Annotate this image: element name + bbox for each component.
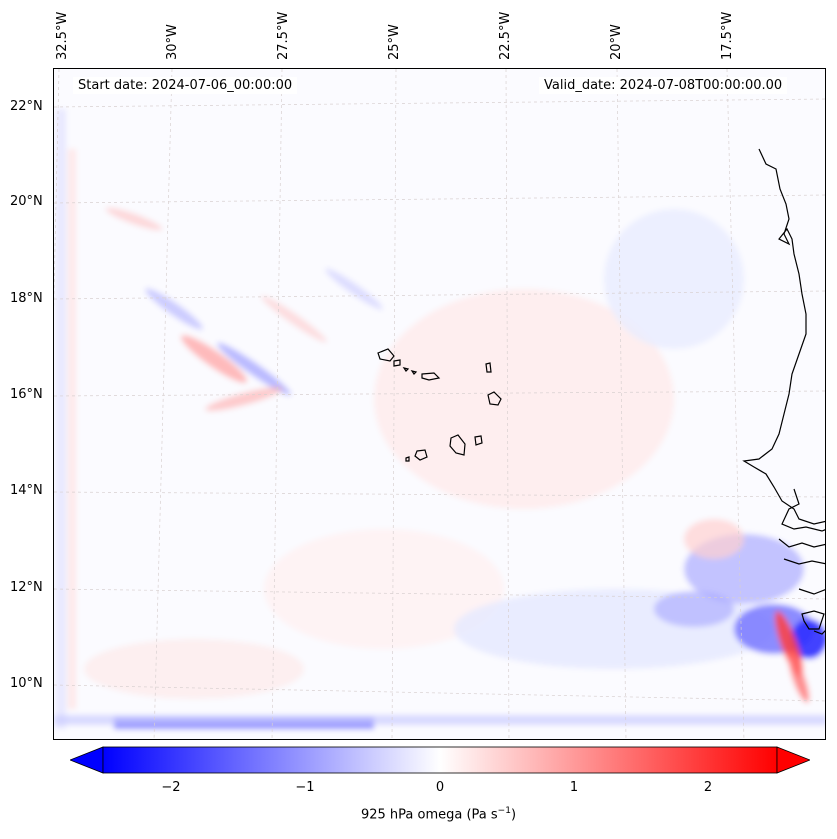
colorbar-tick-minus2: −2 bbox=[161, 780, 181, 795]
lon-label-32-5w: 32.5°W bbox=[55, 11, 70, 60]
colorbar-gradient bbox=[102, 746, 778, 774]
valid-date-label: Valid_date: 2024-07-08T00:00:00.00 bbox=[539, 77, 788, 94]
colorbar-tick-0: 0 bbox=[435, 780, 445, 795]
omega-field bbox=[54, 69, 825, 739]
lon-label-27-5w: 27.5°W bbox=[276, 11, 291, 60]
coastline bbox=[742, 148, 825, 635]
lat-label-20n: 20°N bbox=[10, 194, 43, 209]
colorbar-tick-2: 2 bbox=[703, 780, 713, 795]
lon-label-20w: 20°W bbox=[609, 24, 624, 60]
lat-label-14n: 14°N bbox=[10, 483, 43, 498]
colorbar-extend-right bbox=[776, 746, 810, 774]
graticule bbox=[54, 69, 825, 739]
lon-label-22-5w: 22.5°W bbox=[498, 11, 513, 60]
colorbar bbox=[70, 746, 810, 774]
map-panel[interactable] bbox=[53, 68, 826, 740]
lon-label-30w: 30°W bbox=[165, 24, 180, 60]
colorbar-label-end: ) bbox=[510, 807, 517, 823]
colorbar-label-main: 925 hPa omega (Pa s bbox=[360, 807, 498, 823]
lat-label-12n: 12°N bbox=[10, 580, 43, 595]
lat-label-22n: 22°N bbox=[10, 99, 43, 114]
lat-label-10n: 10°N bbox=[10, 676, 43, 691]
start-date-label: Start date: 2024-07-06_00:00:00 bbox=[73, 77, 298, 94]
lon-label-17-5w: 17.5°W bbox=[720, 11, 735, 60]
colorbar-label-sup: −1 bbox=[497, 806, 511, 816]
cape-verde-islands bbox=[377, 348, 502, 462]
colorbar-tick-1: 1 bbox=[569, 780, 579, 795]
colorbar-extend-left bbox=[70, 746, 104, 774]
lon-label-25w: 25°W bbox=[387, 24, 402, 60]
lat-label-16n: 16°N bbox=[10, 387, 43, 402]
colorbar-label: 925 hPa omega (Pa s−1) bbox=[0, 806, 837, 822]
omega-field-map[interactable] bbox=[54, 69, 826, 740]
lat-label-18n: 18°N bbox=[10, 291, 43, 306]
colorbar-tick-minus1: −1 bbox=[295, 780, 315, 795]
